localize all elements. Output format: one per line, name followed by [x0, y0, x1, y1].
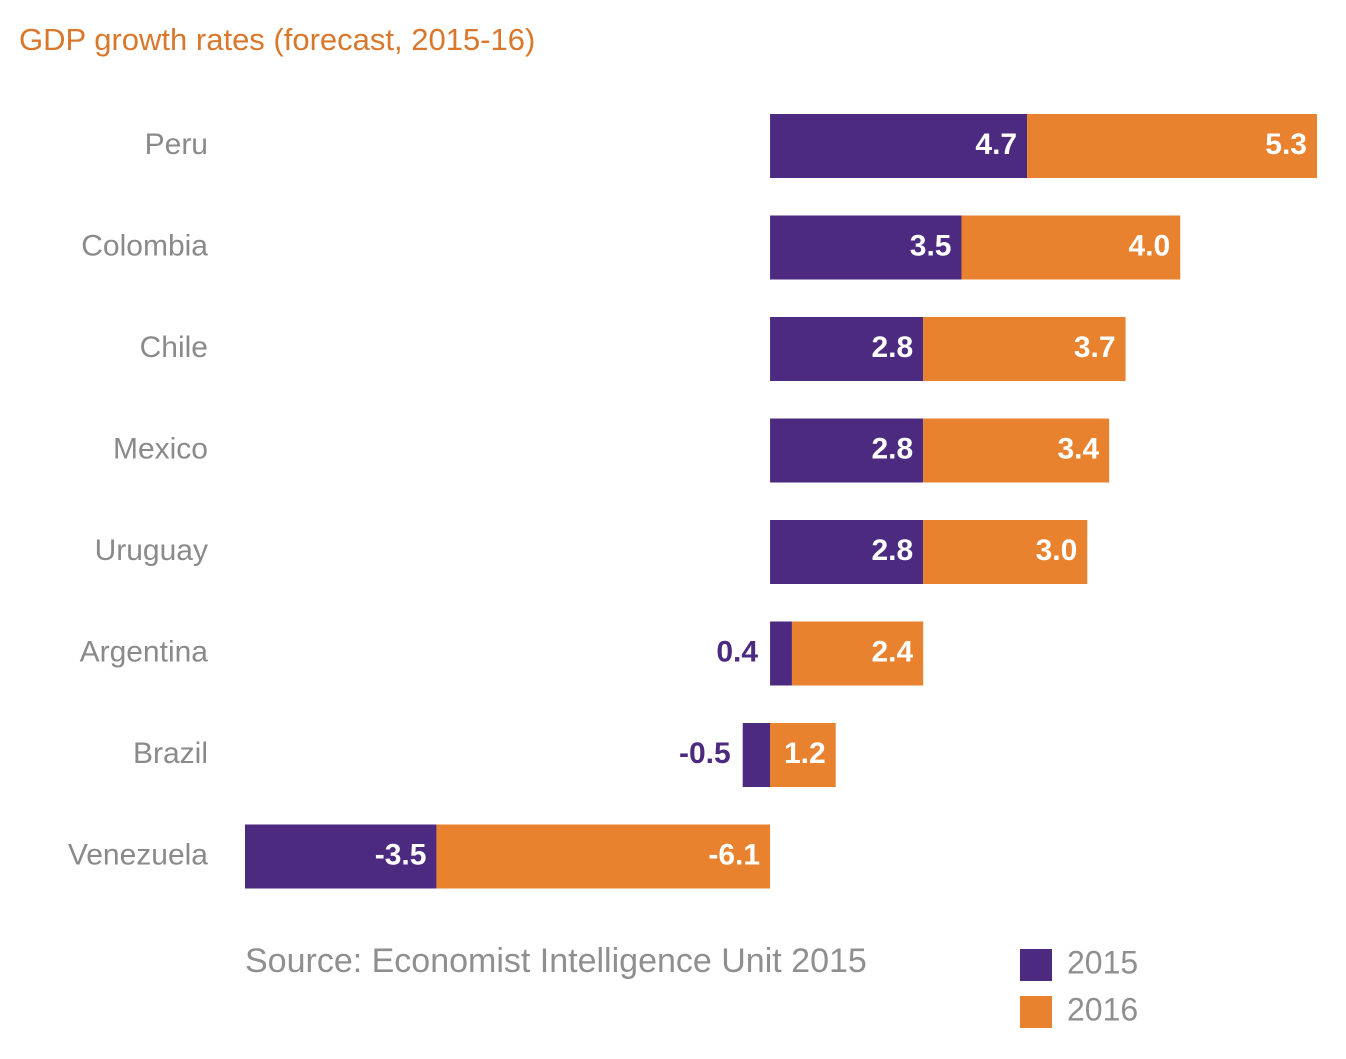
- category-label: Brazil: [133, 737, 208, 770]
- value-label: 2.8: [871, 534, 913, 567]
- category-label: Uruguay: [95, 534, 208, 567]
- bar-segment: [923, 520, 1088, 584]
- bar-segment: [923, 418, 1110, 483]
- value-label: -6.1: [708, 838, 760, 871]
- value-label: 3.7: [1074, 331, 1116, 364]
- bar-segment: [961, 215, 1181, 280]
- value-label: -0.5: [679, 737, 731, 770]
- bar-segment: [770, 621, 792, 686]
- value-label: -3.5: [375, 838, 427, 871]
- value-label: 4.0: [1129, 229, 1171, 262]
- value-label: 4.7: [975, 128, 1017, 161]
- bar-segment: [742, 723, 771, 787]
- value-label: 3.0: [1036, 534, 1078, 567]
- value-label: 3.5: [910, 229, 952, 262]
- value-label: 2.4: [871, 635, 913, 668]
- legend-label: 2015: [1067, 944, 1138, 980]
- category-label: Colombia: [81, 229, 208, 262]
- legend-swatch: [1020, 996, 1052, 1028]
- value-label: 0.4: [716, 635, 758, 668]
- bar-segment: [923, 317, 1126, 381]
- bar-segment: [791, 621, 924, 686]
- bar-segment: [245, 824, 437, 889]
- bar-segment: [770, 520, 924, 584]
- category-label: Chile: [140, 331, 208, 364]
- category-label: Argentina: [80, 635, 209, 668]
- bar-segment: [770, 418, 924, 483]
- bar-segment: [770, 114, 1028, 178]
- value-label: 3.4: [1057, 432, 1099, 465]
- bar-segment: [1027, 114, 1317, 178]
- category-label: Mexico: [113, 432, 208, 465]
- bar-segment: [436, 824, 771, 889]
- bar-segment: [770, 215, 962, 280]
- value-label: 2.8: [871, 331, 913, 364]
- category-label: Peru: [145, 128, 208, 161]
- chart-title: GDP growth rates (forecast, 2015-16): [19, 22, 535, 57]
- value-label: 1.2: [784, 737, 826, 770]
- legend-swatch: [1020, 949, 1052, 981]
- bar-segment: [770, 317, 924, 381]
- source: Source: Economist Intelligence Unit 2015: [245, 942, 867, 980]
- value-label: 2.8: [871, 432, 913, 465]
- bar-segment: [770, 723, 836, 787]
- value-label: 5.3: [1265, 128, 1307, 161]
- category-label: Venezuela: [68, 838, 208, 871]
- legend-label: 2016: [1067, 991, 1138, 1027]
